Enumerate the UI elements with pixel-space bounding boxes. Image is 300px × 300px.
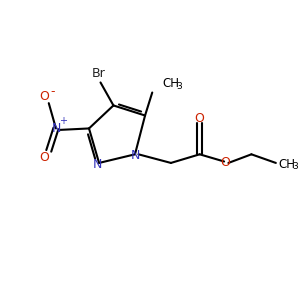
Text: CH: CH — [279, 158, 296, 171]
Text: +: + — [59, 116, 67, 126]
Text: O: O — [195, 112, 205, 125]
Text: O: O — [220, 156, 230, 170]
Text: N: N — [93, 158, 102, 171]
Text: -: - — [50, 85, 55, 98]
Text: N: N — [51, 122, 61, 135]
Text: N: N — [131, 149, 140, 162]
Text: 3: 3 — [176, 82, 182, 91]
Text: O: O — [40, 90, 50, 103]
Text: 3: 3 — [292, 162, 298, 171]
Text: CH: CH — [162, 77, 179, 90]
Text: Br: Br — [92, 67, 106, 80]
Text: O: O — [40, 151, 50, 164]
